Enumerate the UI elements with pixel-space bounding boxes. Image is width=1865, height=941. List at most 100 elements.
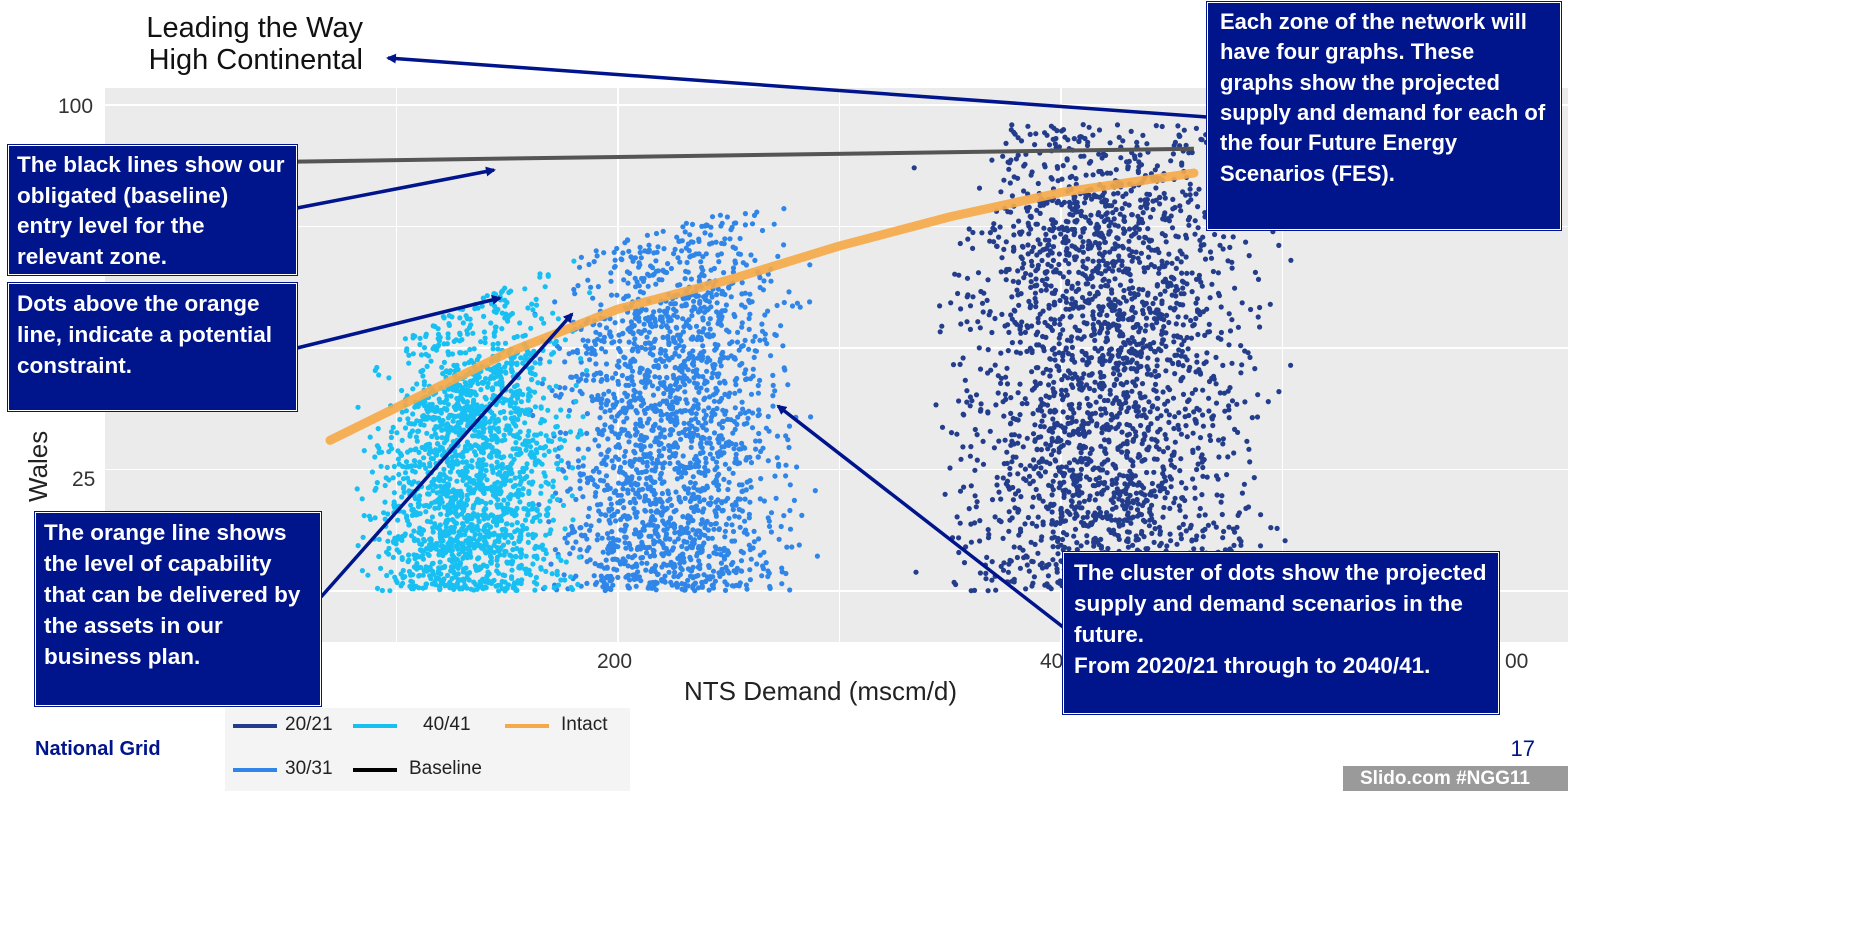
data-point	[1033, 131, 1039, 137]
data-point	[616, 537, 622, 543]
data-point	[1177, 468, 1183, 474]
data-point	[557, 394, 563, 400]
data-point	[1109, 481, 1115, 487]
data-point	[967, 326, 974, 332]
data-point	[979, 230, 985, 236]
data-point	[555, 453, 561, 460]
data-point	[1090, 284, 1096, 290]
data-point	[1035, 329, 1041, 335]
data-point	[622, 355, 628, 361]
data-point	[1058, 437, 1064, 443]
data-point	[1148, 346, 1154, 352]
data-point	[361, 513, 367, 519]
data-point	[968, 539, 975, 545]
data-point	[1030, 494, 1036, 500]
data-point	[1241, 481, 1247, 487]
data-point	[1177, 203, 1183, 209]
data-point	[1093, 225, 1099, 231]
data-point	[1194, 359, 1200, 365]
data-point	[1088, 158, 1094, 165]
data-point	[974, 499, 980, 505]
data-point	[1021, 555, 1027, 561]
data-point	[1135, 321, 1141, 328]
data-point	[707, 451, 713, 457]
data-point	[1128, 366, 1134, 372]
data-point	[691, 375, 697, 381]
data-point	[636, 475, 642, 481]
data-point	[1124, 448, 1130, 455]
data-point	[719, 499, 725, 505]
data-point	[579, 371, 586, 377]
data-point	[1100, 257, 1106, 264]
data-point	[1166, 218, 1172, 224]
data-point	[710, 568, 717, 574]
data-point	[660, 334, 666, 340]
data-point	[1088, 245, 1094, 251]
data-point	[700, 315, 706, 321]
data-point	[1177, 133, 1183, 139]
data-point	[1096, 311, 1102, 317]
data-point	[598, 338, 604, 344]
data-point	[695, 334, 702, 340]
data-point	[719, 436, 726, 442]
data-point	[1023, 586, 1029, 592]
data-point	[1081, 320, 1087, 326]
data-point	[501, 497, 507, 503]
data-point	[1167, 505, 1173, 511]
data-point	[1078, 208, 1084, 214]
data-point	[1084, 514, 1090, 520]
data-point	[1025, 251, 1031, 257]
data-point	[1045, 573, 1051, 579]
data-point	[658, 498, 664, 504]
data-point	[447, 469, 454, 475]
data-point	[1212, 231, 1218, 238]
data-point	[562, 385, 568, 391]
data-point	[1173, 233, 1179, 239]
data-point	[1146, 523, 1152, 529]
data-point	[933, 402, 939, 408]
data-point	[680, 375, 687, 381]
data-point	[743, 457, 749, 463]
data-point	[693, 411, 699, 417]
data-point	[1099, 461, 1105, 467]
data-point	[1001, 413, 1007, 419]
data-point	[1111, 494, 1117, 500]
data-point	[1268, 525, 1274, 531]
data-point	[1117, 492, 1123, 498]
data-point	[586, 261, 592, 268]
data-point	[681, 420, 687, 426]
data-point	[1098, 322, 1104, 328]
data-point	[1168, 462, 1175, 468]
data-point	[633, 561, 639, 567]
data-point	[1055, 178, 1061, 184]
data-point	[719, 288, 726, 294]
data-point	[757, 552, 763, 558]
data-point	[629, 255, 636, 261]
data-point	[772, 331, 778, 338]
data-point	[1227, 244, 1233, 250]
data-point	[998, 380, 1004, 386]
data-point	[1021, 260, 1027, 267]
data-point	[682, 276, 688, 282]
data-point	[987, 428, 993, 434]
data-point	[1040, 333, 1046, 340]
data-point	[1220, 535, 1226, 541]
data-point	[1012, 505, 1018, 511]
data-point	[1116, 360, 1122, 366]
data-point	[402, 425, 409, 431]
data-point	[1207, 433, 1213, 439]
data-point	[1083, 172, 1089, 178]
data-point	[653, 258, 659, 264]
data-point	[1091, 465, 1098, 471]
data-point	[1024, 400, 1030, 407]
data-point	[421, 379, 427, 385]
data-point	[680, 453, 686, 459]
data-point	[599, 346, 605, 352]
data-point	[666, 341, 672, 348]
data-point	[1192, 485, 1198, 491]
data-point	[1170, 196, 1176, 202]
data-point	[1011, 441, 1017, 447]
data-point	[1101, 276, 1107, 282]
data-point	[1196, 513, 1202, 519]
data-point	[722, 461, 729, 467]
